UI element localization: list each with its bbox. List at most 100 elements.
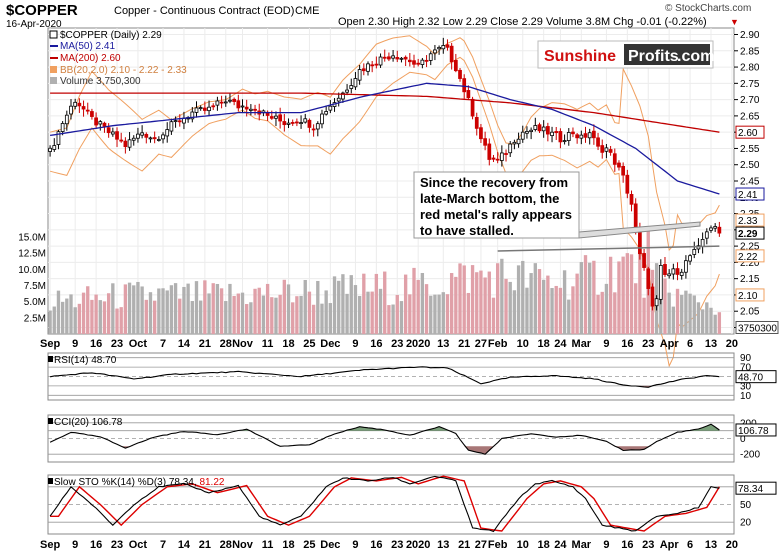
volume-bar <box>667 292 671 334</box>
volume-bar <box>102 301 107 334</box>
candle-body <box>437 47 441 50</box>
volume-bar <box>190 301 194 334</box>
svg-text:red metal's rally appears: red metal's rally appears <box>420 207 572 222</box>
price-tag-box <box>735 320 779 334</box>
candle-body <box>244 106 249 110</box>
volume-bar <box>324 290 328 334</box>
volume-bar <box>537 269 542 334</box>
candle-body <box>700 239 705 247</box>
x-tick-label: 24 <box>554 338 567 350</box>
volume-bar <box>433 294 437 334</box>
x-axis-top: Sep 9 16 23 Oct 7 14 21 28 Nov 11 18 25 Dec 9 16 23 2020 1… <box>40 338 738 350</box>
sto-legend-swatch <box>48 478 53 484</box>
x-tick-label: Dec <box>320 539 340 551</box>
volume-bar <box>65 298 69 334</box>
volume-bar <box>337 280 341 334</box>
panel-tag-label: 78.34 <box>738 484 763 495</box>
volume-bar <box>86 286 90 334</box>
price-tag-box <box>735 249 765 263</box>
price-tick-label: 2.85 <box>740 46 760 57</box>
candle-body <box>537 124 542 132</box>
volume-bar <box>705 302 709 334</box>
candle-body <box>566 132 571 141</box>
candle-body <box>604 147 609 152</box>
sunshine-profits-logo: Sunshine Profits .com <box>537 40 714 69</box>
volume-bar <box>588 262 592 334</box>
candle-body <box>441 45 446 50</box>
candle-body <box>608 149 613 153</box>
rsi-line <box>49 366 720 388</box>
price-tag-label: 3750300 <box>738 323 777 334</box>
panel-tick-label: 30 <box>740 381 752 392</box>
candle-body <box>625 174 630 194</box>
candle-body <box>704 231 709 239</box>
volume-tick-label: 5.0M <box>24 297 46 308</box>
x-tick-label: 7 <box>160 539 166 551</box>
volume-bar <box>311 304 316 334</box>
candle-body <box>416 62 421 65</box>
volume-bar <box>203 280 207 334</box>
candle-body <box>407 59 412 63</box>
volume-bar <box>207 293 211 334</box>
volume-tick-label: 15.0M <box>18 232 46 243</box>
candle-body <box>558 131 563 143</box>
volume-bar <box>249 302 253 334</box>
x-tick-label: 18 <box>282 539 294 551</box>
x-tick-label: 23 <box>642 539 654 551</box>
volume-bar <box>466 292 471 334</box>
candle-body <box>516 138 521 145</box>
candle-body <box>525 131 529 134</box>
x-tick-label: 10 <box>517 539 529 551</box>
volume-bar <box>123 284 128 334</box>
price-tick-label: 2.45 <box>740 177 760 188</box>
candle-body <box>403 56 408 60</box>
x-tick-label: 23 <box>391 539 403 551</box>
x-tick-label: 7 <box>160 338 166 350</box>
candle-body <box>282 121 287 126</box>
x-tick-label: 16 <box>90 338 102 350</box>
x-tick-label: 25 <box>303 539 315 551</box>
volume-bar <box>236 293 240 334</box>
volume-bar <box>483 277 487 334</box>
volume-bar <box>567 299 571 334</box>
volume-bar <box>148 292 153 334</box>
candle-body <box>621 165 626 176</box>
candle-body <box>395 57 400 60</box>
volume-bar <box>211 283 215 334</box>
x-tick-label: 27 <box>475 539 487 551</box>
price-tag-label: 2.10 <box>738 291 758 302</box>
volume-bar <box>378 288 383 334</box>
panel-tag-label: 48.70 <box>738 373 763 384</box>
volume-bar <box>700 309 705 334</box>
candle-body <box>274 115 278 119</box>
candle-body <box>94 117 98 126</box>
volume-bar <box>495 263 500 334</box>
candle-body <box>504 153 508 155</box>
volume-bar <box>127 282 132 334</box>
cci-label: CCI(20) 106.78 <box>54 417 123 428</box>
price-tag-box <box>735 288 765 302</box>
x-tick-label: 25 <box>303 338 315 350</box>
candle-body <box>550 131 554 137</box>
ma200-line <box>50 92 720 133</box>
x-tick-label: 21 <box>458 338 470 350</box>
rsi-panel: 907050301048.70 <box>48 353 777 402</box>
x-tick-label: 16 <box>370 338 382 350</box>
candle-body <box>462 78 467 93</box>
candle-body <box>202 107 207 111</box>
price-tick-label: 2.75 <box>740 79 760 90</box>
candle-body <box>336 97 341 102</box>
bb-upper-band <box>49 35 720 252</box>
x-tick-label: 10 <box>517 338 529 350</box>
candle-body <box>161 134 165 140</box>
candle-body <box>470 98 475 117</box>
volume-bar <box>374 273 379 334</box>
x-tick-label: 9 <box>603 338 609 350</box>
panel-tick-label: -200 <box>740 450 760 461</box>
candle-body <box>173 120 178 122</box>
candle-body <box>286 122 291 125</box>
volume-bar <box>663 278 667 334</box>
x-tick-label: Mar <box>572 539 592 551</box>
volume-bar <box>111 283 115 334</box>
volume-tick-label: 12.5M <box>18 249 46 260</box>
